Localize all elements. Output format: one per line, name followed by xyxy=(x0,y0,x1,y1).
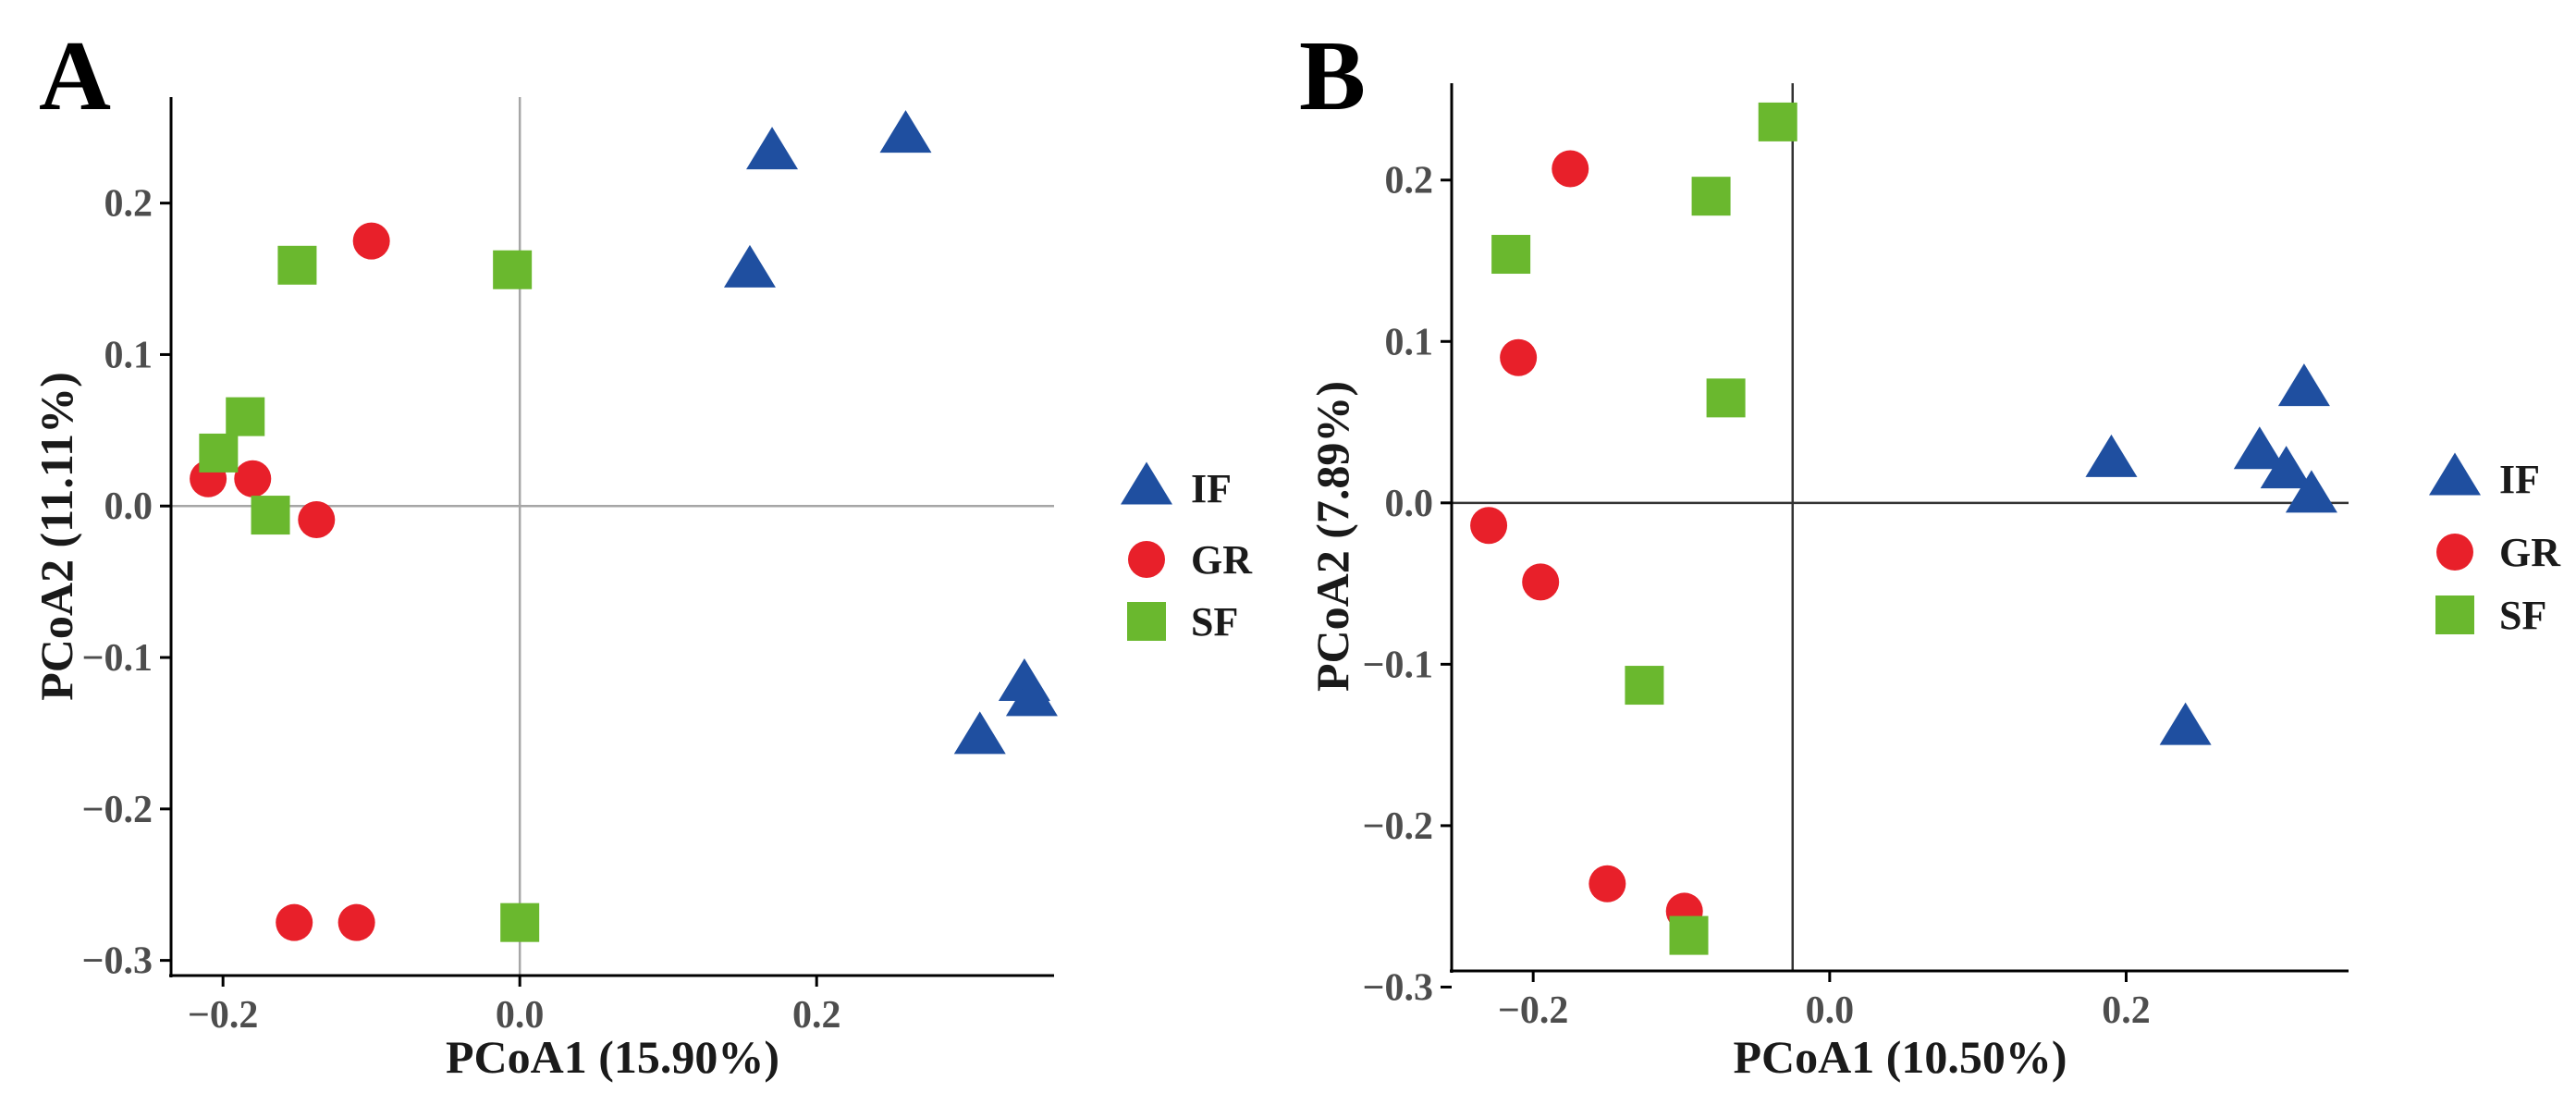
data-point-sf xyxy=(1491,235,1531,275)
data-point-gr xyxy=(1522,563,1560,601)
data-point-gr xyxy=(1500,338,1538,376)
x-axis-title: PCoA1 (15.90%) xyxy=(446,1031,779,1083)
data-point-gr xyxy=(352,222,390,260)
y-tick-label: 0.0 xyxy=(1385,483,1434,525)
y-tick-label: 0.2 xyxy=(104,183,153,226)
data-point-if xyxy=(953,711,1006,755)
panel-label: B xyxy=(1299,21,1366,131)
data-point-if xyxy=(1005,673,1058,717)
legend-label-gr: GR xyxy=(1191,537,1253,583)
legend-label-sf: SF xyxy=(2499,593,2546,638)
data-point-if xyxy=(746,127,799,170)
data-point-if xyxy=(2085,434,2138,477)
data-point-gr xyxy=(276,903,313,941)
data-point-sf xyxy=(277,245,317,285)
data-point-if xyxy=(723,244,776,288)
x-tick-label: −0.2 xyxy=(188,994,258,1037)
square-icon xyxy=(1127,602,1166,641)
data-point-gr xyxy=(337,903,375,941)
data-point-if xyxy=(2233,426,2286,470)
data-point-sf xyxy=(251,496,290,535)
circle-icon xyxy=(1128,541,1165,578)
legend-label-sf: SF xyxy=(1191,599,1238,645)
triangle-icon xyxy=(1121,461,1172,505)
circle-icon xyxy=(2436,534,2473,571)
y-tick-label: −0.2 xyxy=(82,789,153,831)
data-point-sf xyxy=(500,902,540,942)
x-axis-title: PCoA1 (10.50%) xyxy=(1733,1031,2067,1083)
y-tick-label: 0.0 xyxy=(104,485,153,528)
data-point-sf xyxy=(493,250,533,289)
x-tick-label: −0.2 xyxy=(1498,989,1568,1032)
data-point-gr xyxy=(1589,865,1626,902)
y-tick-label: 0.1 xyxy=(104,334,153,376)
data-point-if xyxy=(2277,363,2330,407)
y-tick-label: 0.2 xyxy=(1385,160,1434,203)
x-tick-label: 0.2 xyxy=(2102,989,2151,1032)
legend-label-if: IF xyxy=(2499,457,2540,502)
legend-label-gr: GR xyxy=(2499,530,2561,575)
triangle-icon xyxy=(2429,452,2481,496)
data-point-gr xyxy=(1470,507,1508,545)
panel-b-legend: IF GR SF xyxy=(2429,452,2561,638)
y-axis-title: PCoA2 (7.89%) xyxy=(1306,381,1358,692)
panel-a-chart: A 0.2 0.1 0.0 −0.1 −0.2 −0.3 −0.2 0.0 0.2 PCoA1 (1… xyxy=(31,21,1058,1083)
data-point-sf xyxy=(226,397,265,436)
panel-a-legend: IF GR SF xyxy=(1121,461,1253,645)
data-point-if xyxy=(2260,446,2312,489)
square-icon xyxy=(2435,595,2474,634)
data-point-if xyxy=(2159,702,2212,745)
data-point-gr xyxy=(298,500,336,538)
data-point-gr xyxy=(234,460,272,497)
data-point-sf xyxy=(1706,378,1746,418)
data-point-sf xyxy=(199,433,239,473)
data-point-sf xyxy=(1758,102,1797,141)
data-point-if xyxy=(2285,470,2337,513)
y-tick-label: −0.2 xyxy=(1363,805,1433,848)
y-tick-label: −0.3 xyxy=(1363,966,1433,1009)
data-point-gr xyxy=(1552,150,1589,188)
panel-label: A xyxy=(39,21,111,131)
data-point-sf xyxy=(1691,177,1731,216)
data-point-if xyxy=(879,110,932,153)
y-axis-title: PCoA2 (11.11%) xyxy=(31,372,82,701)
y-tick-label: −0.1 xyxy=(82,637,153,680)
x-tick-label: 0.2 xyxy=(792,994,841,1037)
data-point-sf xyxy=(1669,915,1709,955)
panel-b-chart: B 0.2 0.1 0.0 −0.1 −0.2 −0.3 −0.2 0.0 0.2 PCoA1 (1… xyxy=(1299,21,2349,1083)
y-tick-label: −0.1 xyxy=(1363,644,1433,686)
legend-label-if: IF xyxy=(1191,466,1232,511)
y-tick-label: 0.1 xyxy=(1385,321,1434,363)
data-point-sf xyxy=(1625,666,1664,706)
x-tick-label: 0.0 xyxy=(1806,989,1855,1032)
x-tick-label: 0.0 xyxy=(496,994,545,1037)
y-tick-label: −0.3 xyxy=(82,940,153,983)
